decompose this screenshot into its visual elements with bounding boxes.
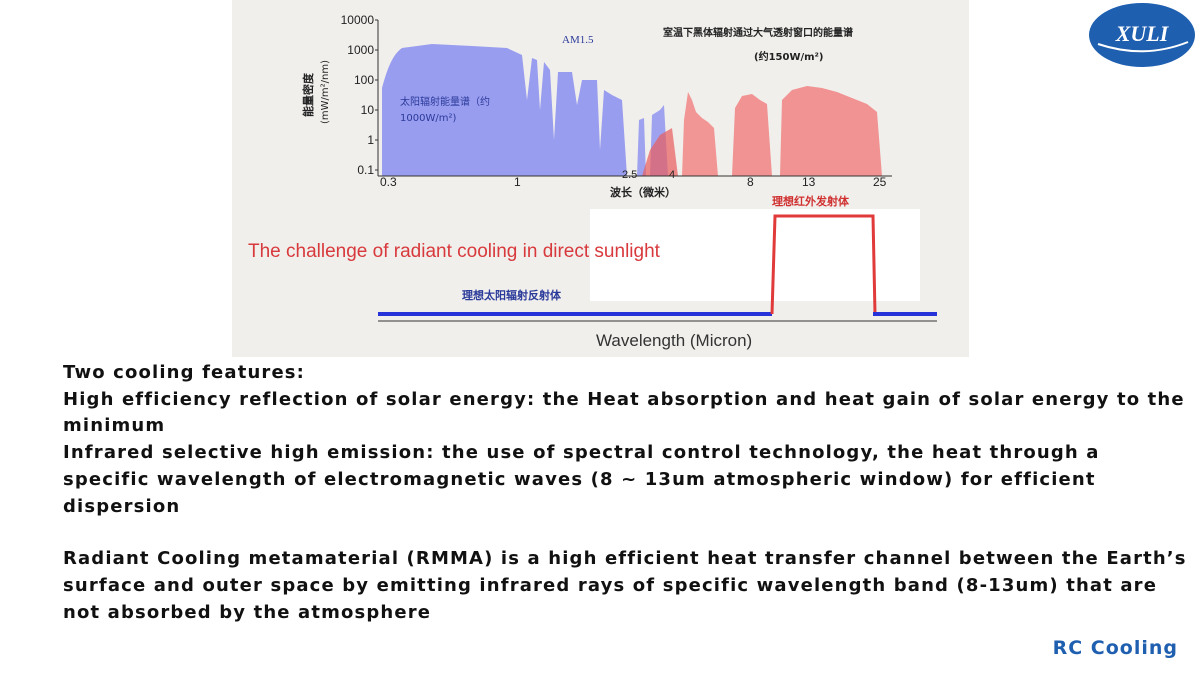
- x-tick-label: 25: [873, 175, 887, 189]
- y-tick-label: 0.1: [357, 163, 374, 177]
- feature-emission: Infrared selective high emission: the us…: [63, 442, 1100, 517]
- x-tick-label: 2.5: [622, 169, 637, 181]
- logo-ellipse: [1089, 3, 1195, 67]
- body-text: Two cooling features: High efficiency re…: [63, 360, 1188, 626]
- y-axis-unit: (mW/m²/nm): [320, 60, 331, 124]
- blackbody-overlap-area: [642, 128, 678, 176]
- rmma-paragraph: Radiant Cooling metamaterial (RMMA) is a…: [63, 548, 1187, 623]
- y-tick-label: 10: [361, 103, 375, 117]
- y-tick-label: 1000: [347, 43, 374, 57]
- x-tick-label: 1: [514, 175, 521, 189]
- x-tick-label: 13: [802, 175, 816, 189]
- y-axis-label: 能量密度: [301, 72, 315, 117]
- y-tick-label: 1: [367, 133, 374, 147]
- solar-label-line1: 太阳辐射能量谱（约: [400, 95, 490, 108]
- ideal-profile-panel: [590, 209, 920, 301]
- spectrum-svg: 10000 1000 100 10 1 0.1 能量密度 (mW/m²/nm) …: [301, 13, 892, 221]
- x-tick-label: 4: [669, 169, 675, 181]
- x-axis-label: 波长（微米）: [610, 185, 676, 199]
- logo-text: XULI: [1115, 21, 1170, 46]
- blackbody-emission-area: [682, 92, 718, 176]
- spectrum-figure: 10000 1000 100 10 1 0.1 能量密度 (mW/m²/nm) …: [232, 0, 969, 357]
- wavelength-label: Wavelength (Micron): [596, 331, 752, 350]
- features-heading: Two cooling features:: [63, 362, 306, 383]
- paragraph-spacer: [63, 520, 1188, 546]
- y-tick-label: 100: [354, 73, 374, 87]
- rc-cooling-label: RC Cooling: [1052, 637, 1178, 659]
- logo-swoosh: [1097, 41, 1189, 53]
- feature-reflection: High efficiency reflection of solar ener…: [63, 388, 1185, 437]
- blackbody-title: 室温下黑体辐射通过大气透射窗口的能量谱: [663, 26, 853, 39]
- solar-spectrum-area: [382, 44, 627, 176]
- y-tick-label: 10000: [341, 13, 375, 27]
- blackbody-window-area: [732, 86, 882, 176]
- blackbody-subtitle: (约150W/m²): [754, 50, 824, 63]
- x-tick-label: 8: [747, 175, 754, 189]
- x-tick-label: 0.3: [380, 175, 397, 189]
- challenge-caption: The challenge of radiant cooling in dire…: [248, 241, 660, 262]
- solar-label-line2: 1000W/m²): [400, 113, 456, 124]
- ideal-reflector-label: 理想太阳辐射反射体: [462, 288, 562, 302]
- ideal-emitter-line: [770, 214, 877, 315]
- am-label: AM1.5: [562, 34, 594, 46]
- xuli-logo: XULI: [1088, 2, 1196, 68]
- y-tick-marks: [375, 19, 378, 171]
- ideal-emitter-label: 理想红外发射体: [772, 194, 850, 208]
- ideal-profile-svg: 理想太阳辐射反射体 Wavelength (Micron): [378, 214, 937, 350]
